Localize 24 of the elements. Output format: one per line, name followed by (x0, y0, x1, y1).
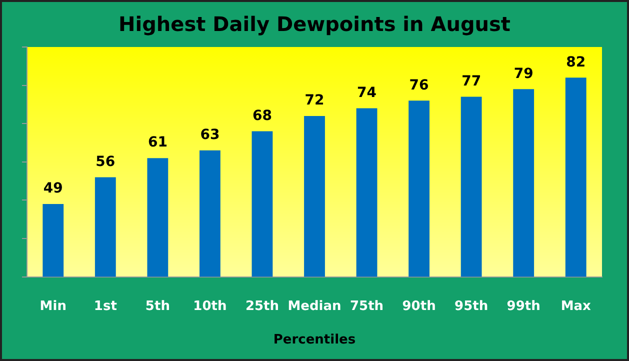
data-label: 63 (200, 127, 220, 144)
x-tick-label: 95th (454, 298, 488, 314)
data-label: 74 (357, 84, 377, 101)
x-tick-label: 1st (94, 298, 117, 314)
x-tick-label: 90th (402, 298, 436, 314)
x-axis-title: Percentiles (273, 332, 356, 348)
data-label: 61 (148, 134, 168, 151)
data-label: 76 (409, 77, 429, 94)
data-label: 68 (252, 108, 272, 124)
x-tick-label: 5th (145, 298, 170, 314)
data-label: 79 (514, 66, 534, 82)
data-label: 49 (43, 180, 63, 197)
x-tick-label: 99th (506, 298, 540, 314)
x-tick-label: Max (560, 298, 592, 314)
chart-title: Highest Daily Dewpoints in August (118, 12, 512, 36)
data-label: 72 (304, 92, 324, 109)
x-tick-label: 75th (350, 298, 384, 314)
x-tick-label: Median (288, 298, 342, 314)
x-tick-label: 25th (245, 298, 280, 314)
x-tick-label: Min (40, 298, 66, 314)
data-label: 77 (462, 73, 482, 90)
x-tick-label: 10th (193, 298, 227, 314)
data-label: 82 (566, 54, 586, 70)
data-label: 56 (96, 154, 116, 170)
